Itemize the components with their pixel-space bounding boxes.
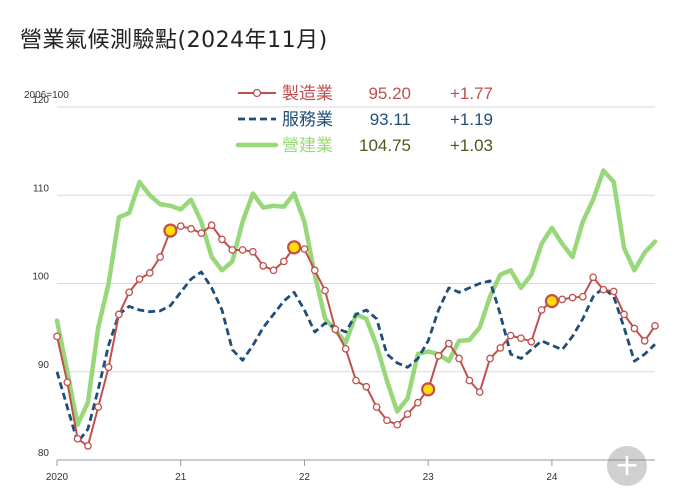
unit-label: 2006=100 (24, 90, 69, 101)
data-point (414, 398, 422, 407)
data-point (300, 245, 309, 253)
data-point (640, 337, 649, 345)
data-point (527, 337, 536, 346)
data-point (393, 420, 402, 429)
data-point (517, 334, 525, 343)
data-point (620, 310, 628, 319)
data-point (104, 363, 113, 372)
chart-title: 營業氣候測驗點(2024年11月) (20, 28, 328, 53)
data-point (176, 222, 185, 230)
data-point (506, 331, 515, 340)
data-point (434, 352, 443, 360)
data-point (197, 229, 206, 238)
x-tick-label: 21 (175, 472, 187, 483)
data-point (383, 416, 391, 425)
data-point (578, 292, 587, 301)
legend-item: 服務業 93.11 +1.19 (238, 110, 493, 130)
data-point (599, 285, 608, 294)
y-tick-label: 110 (33, 183, 49, 194)
legend-change: +1.77 (450, 84, 493, 103)
legend-item: 營建業 104.75 +1.03 (235, 136, 493, 156)
data-point (63, 378, 72, 387)
data-point (73, 434, 82, 443)
x-tick-label: 23 (423, 472, 435, 483)
legend-name: 營建業 (282, 136, 333, 156)
data-point (249, 247, 257, 256)
data-point (630, 324, 639, 333)
y-tick-label: 80 (38, 448, 50, 459)
zoom-in-icon: + (614, 448, 640, 483)
legend-change: +1.19 (450, 110, 493, 129)
data-point (465, 376, 474, 385)
y-tick-label: 100 (32, 272, 49, 283)
data-point (310, 266, 319, 275)
data-point (207, 221, 216, 230)
data-point (444, 339, 453, 348)
series-line-services (55, 270, 656, 444)
series-line-manufacturing (56, 224, 656, 447)
data-point (403, 410, 412, 418)
data-point (259, 261, 268, 270)
data-point (125, 288, 134, 297)
y-tick-label: 90 (38, 360, 50, 371)
highlight-point (421, 382, 436, 397)
highlight-point (544, 294, 559, 309)
data-point (341, 344, 350, 353)
data-point (321, 286, 329, 295)
data-point (589, 273, 597, 282)
data-point (135, 275, 144, 283)
data-point (372, 403, 381, 411)
data-point (228, 246, 237, 254)
highlight-point (163, 223, 178, 238)
legend-marker (252, 88, 262, 98)
data-point (537, 306, 546, 314)
data-point (455, 354, 463, 363)
x-tick-label: 22 (299, 472, 311, 483)
legend-value: 93.11 (370, 110, 411, 129)
legend-value: 95.20 (368, 84, 411, 103)
zoom-in-button[interactable]: + (607, 446, 647, 486)
data-point (362, 382, 371, 391)
data-point (475, 388, 484, 396)
data-point (115, 310, 123, 319)
data-point (269, 266, 278, 275)
data-point (53, 332, 61, 341)
data-point (496, 344, 505, 352)
x-tick-label: 24 (546, 472, 558, 483)
data-point (651, 322, 659, 330)
legend-change: +1.03 (450, 136, 493, 155)
data-point (609, 287, 618, 296)
data-point (279, 257, 288, 266)
data-point (238, 246, 247, 254)
data-point (331, 325, 340, 334)
data-point (568, 293, 577, 302)
data-point (486, 354, 494, 363)
legend: 製造業 95.20 +1.77 服務業 93.11 +1.19 營建業 104.75 +1.03 (235, 84, 493, 156)
legend-name: 服務業 (282, 110, 333, 130)
data-point (352, 376, 360, 385)
legend-item: 製造業 95.20 +1.77 (238, 84, 493, 104)
data-point (84, 442, 92, 450)
y-tick-label: 120 (32, 95, 49, 106)
highlight-point (287, 240, 302, 255)
legend-value: 104.75 (359, 136, 411, 155)
data-point (187, 224, 195, 233)
gridlines (57, 106, 655, 461)
x-tick-label: 2020 (46, 472, 69, 483)
data-point (94, 403, 103, 411)
data-point (156, 253, 164, 261)
data-point (558, 295, 567, 304)
axes: 80 90 100 110 120 2020 21 22 23 24 (32, 95, 655, 483)
series-group (53, 168, 659, 450)
data-point (145, 269, 154, 277)
data-point (218, 235, 226, 244)
legend-name: 製造業 (282, 84, 333, 104)
